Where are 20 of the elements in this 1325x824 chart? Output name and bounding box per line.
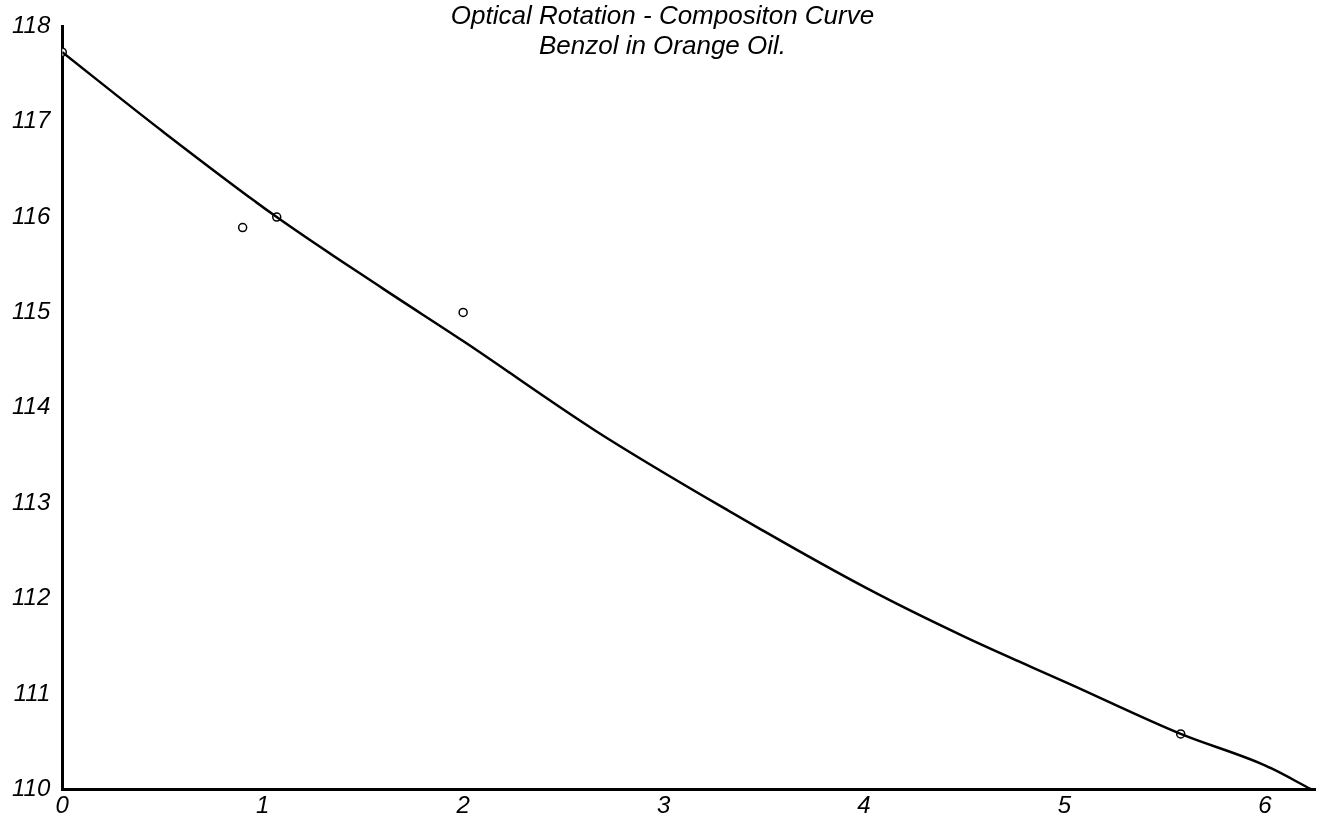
- y-tick-label: 115: [12, 297, 51, 325]
- x-tick-label: 5: [1057, 791, 1072, 819]
- point: [458, 307, 468, 318]
- x-tick-label: 6: [1258, 791, 1273, 819]
- y-tick-label: 110: [12, 773, 51, 801]
- point: [237, 222, 248, 233]
- x-tick-label: 3: [656, 791, 671, 819]
- y-tick-label: 113: [12, 487, 51, 515]
- chart-subtitle: Benzol in Orange Oil.: [538, 30, 787, 60]
- y-tick-label: 114: [12, 392, 51, 420]
- y-tick-label: 111: [13, 678, 51, 706]
- chart-title: Optical Rotation - Compositon Curve: [450, 0, 875, 30]
- y-tick-label: 117: [12, 106, 52, 134]
- x-tick-label: 2: [455, 791, 470, 819]
- x-tick-label: 0: [55, 791, 70, 819]
- x-tick-label: 1: [256, 791, 270, 819]
- y-tick-label: 118: [12, 11, 51, 39]
- x-tick-label: 4: [857, 791, 871, 819]
- y-tick-label: 112: [12, 583, 51, 611]
- y-tick-label: 116: [12, 201, 51, 229]
